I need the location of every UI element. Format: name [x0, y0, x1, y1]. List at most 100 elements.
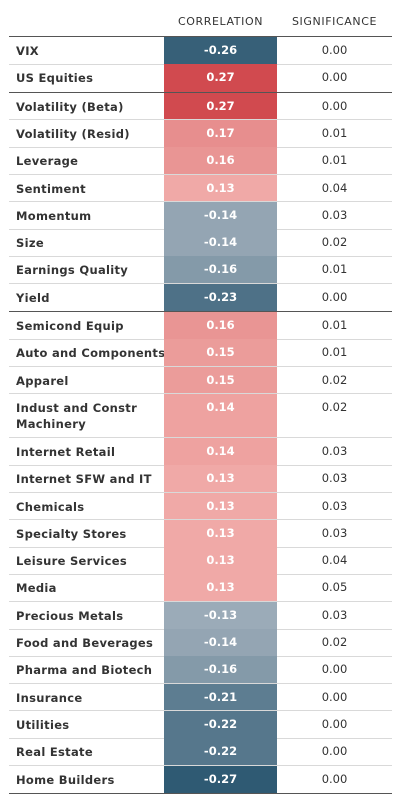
significance-value: 0.03	[321, 207, 348, 222]
correlation-cell: -0.22	[164, 738, 277, 766]
correlation-cell: -0.22	[164, 710, 277, 739]
row-label: Sentiment	[16, 181, 86, 196]
significance-value: 0.04	[321, 553, 348, 568]
correlation-value: -0.13	[203, 607, 238, 622]
correlation-value: -0.21	[203, 689, 238, 704]
table-row: Internet SFW and IT 0.13 0.03	[9, 465, 392, 493]
correlation-value: 0.14	[206, 443, 235, 458]
correlation-value: 0.13	[206, 180, 235, 195]
significance-value: 0.00	[321, 716, 348, 731]
correlation-cell: -0.13	[164, 601, 277, 629]
significance-value: 0.02	[321, 372, 348, 387]
correlation-cell: -0.26	[164, 37, 277, 65]
significance-value: 0.00	[321, 689, 348, 704]
correlation-value: 0.15	[206, 345, 235, 360]
correlation-value: 0.13	[206, 471, 235, 486]
correlation-value: 0.15	[206, 372, 235, 387]
significance-value: 0.00	[321, 70, 348, 85]
table-row: Precious Metals -0.13 0.03	[9, 601, 392, 629]
correlation-cell: -0.27	[164, 765, 277, 793]
row-label: Volatility (Resid)	[16, 126, 130, 141]
correlation-cell: 0.13	[164, 492, 277, 520]
row-label: VIX	[16, 44, 39, 58]
correlation-cell: 0.15	[164, 366, 277, 394]
correlation-cell: 0.27	[164, 64, 277, 92]
table-row: Utilities -0.22 0.00	[9, 710, 392, 739]
correlation-cell: -0.14	[164, 629, 277, 657]
row-label: Pharma and Biotech	[16, 663, 153, 678]
group-divider	[9, 311, 392, 312]
correlation-cell: -0.14	[164, 201, 277, 230]
table-row: Size -0.14 0.02	[9, 229, 392, 257]
table-row: Internet Retail 0.14 0.03	[9, 437, 392, 466]
row-label: Internet Retail	[16, 444, 116, 459]
significance-value: 0.03	[321, 498, 348, 513]
table-row: Volatility (Beta) 0.27 0.00	[9, 92, 392, 120]
significance-value: 0.02	[321, 235, 348, 250]
table-row: Auto and Components 0.15 0.01	[9, 339, 392, 367]
table-row: Media 0.13 0.05	[9, 574, 392, 602]
correlation-value: -0.22	[203, 744, 238, 759]
significance-value: 0.03	[321, 525, 348, 540]
row-label: Insurance	[16, 690, 83, 705]
row-label: Specialty Stores	[16, 526, 127, 541]
significance-column-header: SIGNIFICANCE	[291, 15, 378, 28]
table-row: Leisure Services 0.13 0.04	[9, 547, 392, 575]
row-label: Internet SFW and IT	[16, 472, 152, 487]
correlation-column-header: CORRELATION	[177, 15, 264, 28]
correlation-value: 0.13	[206, 525, 235, 540]
table-row: Volatility (Resid) 0.17 0.01	[9, 119, 392, 148]
table-row: Leverage 0.16 0.01	[9, 147, 392, 175]
row-label: Precious Metals	[16, 608, 124, 623]
row-label: Food and Beverages	[16, 636, 154, 650]
row-label: Semicond Equip	[16, 319, 124, 333]
row-label: Leverage	[16, 154, 79, 169]
correlation-value: 0.13	[206, 553, 235, 568]
significance-value: 0.01	[321, 125, 348, 140]
significance-value: 0.00	[321, 98, 348, 113]
row-label: Utilities	[16, 717, 70, 732]
table-row: Earnings Quality -0.16 0.01	[9, 256, 392, 284]
table-row: US Equities 0.27 0.00	[9, 64, 392, 92]
correlation-cell: -0.16	[164, 256, 277, 284]
correlation-value: 0.27	[206, 70, 235, 85]
correlation-value: -0.16	[203, 262, 238, 277]
correlation-value: 0.27	[206, 98, 235, 113]
correlation-value: -0.23	[203, 289, 238, 304]
row-label: Auto and Components	[16, 346, 166, 361]
significance-value: 0.00	[321, 744, 348, 759]
table-row: Chemicals 0.13 0.03	[9, 492, 392, 520]
correlation-cell: -0.23	[164, 283, 277, 311]
correlation-cell: 0.14	[164, 437, 277, 466]
significance-value: 0.01	[321, 345, 348, 360]
table-row: Insurance -0.21 0.00	[9, 683, 392, 711]
significance-value: 0.01	[321, 262, 348, 277]
correlation-value: -0.22	[203, 716, 238, 731]
row-label: Yield	[16, 290, 50, 305]
correlation-cell: 0.17	[164, 119, 277, 148]
table-row: Home Builders -0.27 0.00	[9, 765, 392, 793]
row-label: Leisure Services	[16, 554, 128, 569]
correlation-cell: 0.15	[164, 339, 277, 367]
group-divider	[9, 91, 392, 93]
row-label: Size	[16, 236, 44, 251]
row-label: Indust and Constr Machinery	[16, 400, 138, 431]
table-row: VIX -0.26 0.00	[9, 37, 392, 65]
row-label: Momentum	[16, 208, 92, 223]
correlation-value: -0.16	[203, 662, 238, 677]
correlation-value: 0.14	[206, 399, 235, 414]
table-row: Indust and Constr Machinery 0.14 0.02	[9, 393, 392, 438]
row-label: Home Builders	[16, 772, 115, 787]
significance-value: 0.03	[321, 443, 348, 458]
correlation-cell: 0.13	[164, 174, 277, 202]
significance-value: 0.00	[321, 289, 348, 304]
correlation-value: -0.27	[203, 771, 238, 786]
significance-value: 0.02	[321, 635, 348, 649]
significance-value: 0.00	[321, 662, 348, 677]
correlation-value: 0.16	[206, 153, 235, 168]
row-label: US Equities	[16, 71, 94, 86]
row-label: Apparel	[16, 373, 69, 388]
significance-value: 0.02	[321, 399, 348, 414]
table-header: CORRELATION SIGNIFICANCE	[9, 0, 392, 37]
correlation-cell: 0.14	[164, 393, 277, 438]
